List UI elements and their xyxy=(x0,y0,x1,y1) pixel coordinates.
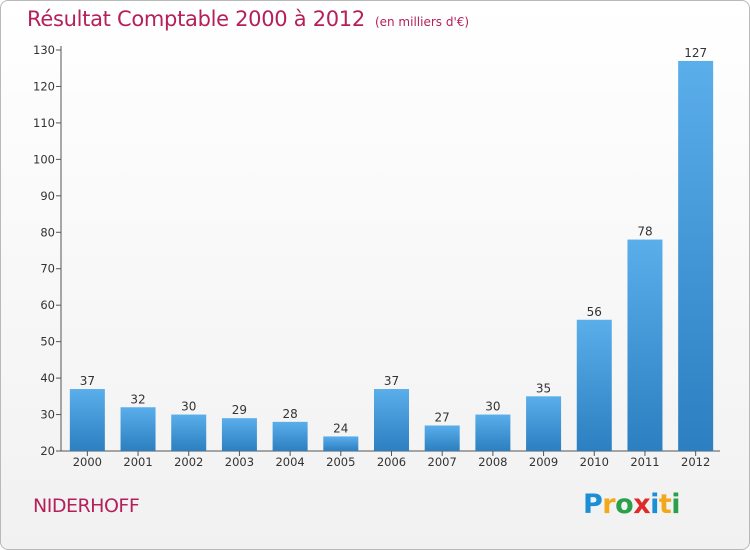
data-label: 24 xyxy=(333,421,348,435)
bar xyxy=(424,425,460,451)
x-tick-label: 2011 xyxy=(630,455,659,469)
bar xyxy=(526,396,562,451)
data-label: 37 xyxy=(384,374,399,388)
x-tick-label: 2012 xyxy=(681,455,710,469)
bar xyxy=(374,389,409,451)
data-labels: 37 32 30 29 28 24 37 27 30 35 56 78 127 xyxy=(80,46,707,435)
y-tick-label: 90 xyxy=(40,189,55,203)
title-text: Résultat Comptable 2000 à 2012 xyxy=(27,7,365,31)
y-tick-label: 60 xyxy=(40,298,55,312)
logo-letter: P xyxy=(583,489,603,520)
x-tick-label: 2001 xyxy=(123,455,152,469)
y-tick-label: 120 xyxy=(33,79,55,93)
bar xyxy=(323,436,359,451)
y-tick-label: 80 xyxy=(40,225,55,239)
place-name: NIDERHOFF xyxy=(33,495,140,517)
bar xyxy=(475,414,511,451)
bar xyxy=(120,407,156,451)
x-tick-label: 2002 xyxy=(174,455,203,469)
bar xyxy=(69,389,105,451)
y-tick-label: 70 xyxy=(40,262,55,276)
proxiti-logo: Proxiti xyxy=(583,489,681,520)
logo-letter: r xyxy=(602,489,616,520)
y-tick-label: 50 xyxy=(40,335,55,349)
data-label: 56 xyxy=(587,305,602,319)
data-label: 28 xyxy=(282,407,297,421)
data-label: 127 xyxy=(684,46,707,60)
y-tick-label: 130 xyxy=(33,43,55,57)
x-tick-label: 2006 xyxy=(377,455,406,469)
x-tick-label: 2007 xyxy=(428,455,457,469)
y-tick-label: 100 xyxy=(33,152,55,166)
bar xyxy=(627,239,663,451)
x-tick-label: 2009 xyxy=(529,455,558,469)
logo-letter: x xyxy=(633,489,651,520)
data-label: 37 xyxy=(80,374,95,388)
x-tick-label: 2003 xyxy=(225,455,254,469)
x-tick-label: 2008 xyxy=(478,455,507,469)
logo-letter: i xyxy=(671,489,681,520)
data-label: 78 xyxy=(637,225,652,239)
data-label: 29 xyxy=(232,403,247,417)
bars xyxy=(69,60,714,451)
x-tick-label: 2000 xyxy=(73,455,102,469)
logo-letter: t xyxy=(658,489,672,520)
x-tick-label: 2005 xyxy=(326,455,355,469)
data-label: 30 xyxy=(181,400,196,414)
data-label: 30 xyxy=(485,400,500,414)
bar xyxy=(678,60,714,451)
axes: 20 30 40 50 60 70 80 90 100 110 120 130 2000 2001 2002… xyxy=(33,43,720,469)
data-label: 27 xyxy=(435,410,450,424)
y-tick-label: 110 xyxy=(33,116,55,130)
data-label: 35 xyxy=(536,381,551,395)
bar xyxy=(576,319,612,451)
chart-subtitle: (en milliers d'€) xyxy=(374,15,470,29)
logo-letter: i xyxy=(650,489,659,520)
bar xyxy=(221,418,257,451)
x-tick-label: 2010 xyxy=(580,455,609,469)
logo-letter: o xyxy=(615,489,634,520)
y-tick-label: 20 xyxy=(40,444,55,458)
y-tick-label: 40 xyxy=(40,371,55,385)
data-label: 32 xyxy=(130,392,145,406)
x-tick-label: 2004 xyxy=(275,455,304,469)
y-tick-label: 30 xyxy=(40,408,55,422)
bar xyxy=(171,414,207,451)
chart-title: Résultat Comptable 2000 à 2012 (en millie… xyxy=(27,7,469,31)
bar xyxy=(272,421,308,451)
